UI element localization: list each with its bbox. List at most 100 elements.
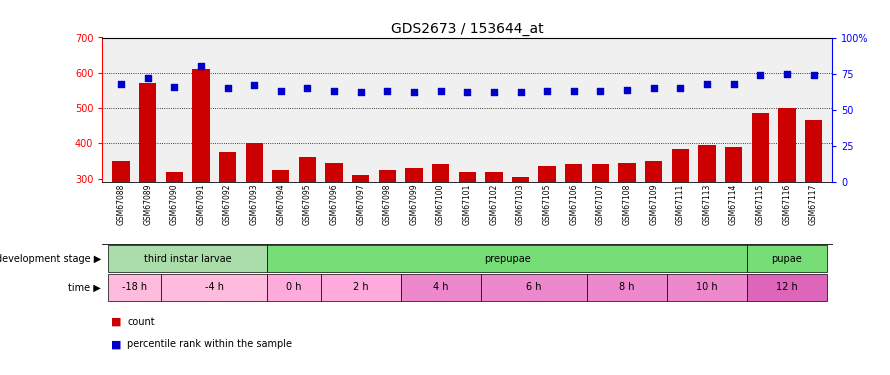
Text: 12 h: 12 h	[776, 282, 797, 292]
Text: GSM67106: GSM67106	[570, 183, 578, 225]
Text: GSM67114: GSM67114	[729, 183, 738, 225]
Point	[620, 87, 635, 93]
Bar	[751, 113, 769, 284]
Bar	[112, 161, 130, 284]
Text: development stage ▶: development stage ▶	[0, 254, 101, 264]
Text: ■: ■	[111, 317, 125, 327]
Point	[567, 88, 581, 94]
Bar	[272, 170, 289, 284]
Text: GSM67090: GSM67090	[170, 183, 179, 225]
Point	[514, 90, 528, 96]
Point	[460, 90, 474, 96]
Text: GSM67092: GSM67092	[223, 183, 232, 225]
Text: count: count	[127, 317, 155, 327]
Point	[407, 90, 421, 96]
Bar	[592, 165, 609, 284]
Point	[274, 88, 288, 94]
Bar	[645, 161, 662, 284]
Bar	[805, 120, 822, 284]
Point	[646, 85, 660, 91]
Point	[353, 90, 368, 96]
Point	[540, 88, 554, 94]
Bar	[699, 145, 716, 284]
Text: GSM67093: GSM67093	[250, 183, 259, 225]
Text: GSM67108: GSM67108	[623, 183, 632, 225]
Point	[726, 81, 740, 87]
Text: GSM67116: GSM67116	[782, 183, 791, 225]
Text: ■: ■	[111, 339, 125, 350]
Text: GSM67089: GSM67089	[143, 183, 152, 225]
Bar	[299, 158, 316, 284]
Bar	[747, 273, 827, 301]
Point	[806, 72, 821, 78]
Bar	[432, 165, 449, 284]
Bar	[192, 69, 209, 284]
Title: GDS2673 / 153644_at: GDS2673 / 153644_at	[391, 22, 544, 36]
Text: 4 h: 4 h	[433, 282, 449, 292]
Text: 2 h: 2 h	[353, 282, 368, 292]
Bar	[268, 273, 320, 301]
Point	[327, 88, 341, 94]
Point	[780, 70, 794, 76]
Bar	[268, 244, 747, 272]
Bar	[778, 108, 796, 284]
Text: GSM67100: GSM67100	[436, 183, 445, 225]
Bar	[400, 273, 481, 301]
Text: GSM67117: GSM67117	[809, 183, 818, 225]
Bar	[246, 143, 263, 284]
Text: third instar larvae: third instar larvae	[144, 254, 231, 264]
Bar	[139, 83, 157, 284]
Point	[487, 90, 501, 96]
Text: GSM67109: GSM67109	[649, 183, 659, 225]
Bar	[108, 273, 161, 301]
Point	[433, 88, 448, 94]
Text: GSM67095: GSM67095	[303, 183, 312, 225]
Text: prepupae: prepupae	[484, 254, 530, 264]
Point	[700, 81, 714, 87]
Bar	[161, 273, 268, 301]
Point	[221, 85, 235, 91]
Text: percentile rank within the sample: percentile rank within the sample	[127, 339, 292, 350]
Text: GSM67103: GSM67103	[516, 183, 525, 225]
Point	[114, 81, 128, 87]
Point	[167, 84, 182, 90]
Text: -18 h: -18 h	[122, 282, 147, 292]
Bar	[405, 168, 423, 284]
Text: GSM67102: GSM67102	[490, 183, 498, 225]
Bar	[538, 166, 556, 284]
Bar	[458, 171, 476, 284]
Text: 0 h: 0 h	[287, 282, 302, 292]
Text: GSM67098: GSM67098	[383, 183, 392, 225]
Text: GSM67096: GSM67096	[329, 183, 338, 225]
Text: pupae: pupae	[772, 254, 802, 264]
Point	[141, 75, 155, 81]
Text: GSM67097: GSM67097	[356, 183, 365, 225]
Bar	[352, 175, 369, 284]
Text: 6 h: 6 h	[526, 282, 542, 292]
Bar	[565, 165, 582, 284]
Bar	[378, 170, 396, 284]
Bar	[485, 171, 503, 284]
Point	[247, 82, 262, 88]
Point	[594, 88, 608, 94]
Bar	[108, 244, 268, 272]
Text: 10 h: 10 h	[696, 282, 717, 292]
Bar	[481, 273, 587, 301]
Text: GSM67107: GSM67107	[596, 183, 605, 225]
Text: 8 h: 8 h	[619, 282, 635, 292]
Bar	[326, 163, 343, 284]
Bar	[512, 177, 530, 284]
Point	[300, 85, 314, 91]
Bar	[619, 163, 635, 284]
Text: GSM67094: GSM67094	[276, 183, 286, 225]
Text: GSM67105: GSM67105	[543, 183, 552, 225]
Bar	[166, 171, 183, 284]
Text: time ▶: time ▶	[69, 282, 101, 292]
Bar	[672, 148, 689, 284]
Bar	[320, 273, 400, 301]
Point	[380, 88, 394, 94]
Bar	[219, 152, 236, 284]
Text: GSM67115: GSM67115	[756, 183, 765, 225]
Point	[673, 85, 687, 91]
Point	[753, 72, 767, 78]
